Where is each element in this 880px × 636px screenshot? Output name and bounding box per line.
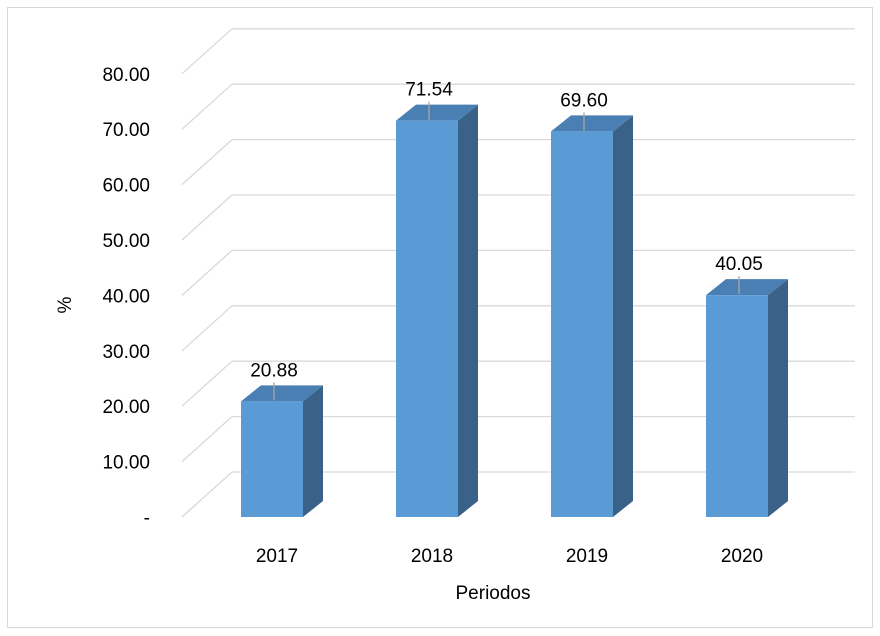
x-tick-label: 2019 — [566, 546, 608, 567]
bar-side — [458, 104, 478, 518]
data-labels: 20.88 71.54 69.60 40.05 — [250, 80, 763, 401]
bar-2017 — [241, 385, 323, 517]
gridline-diagonal — [181, 416, 233, 463]
gridline-diagonal — [181, 360, 233, 407]
y-tick-label: 70.00 — [102, 120, 150, 141]
gridline-diagonal — [181, 471, 233, 518]
bar-side — [613, 115, 633, 517]
y-axis-title: % — [55, 296, 76, 313]
data-label: 71.54 — [405, 80, 453, 101]
y-tick-label: 50.00 — [102, 231, 150, 252]
bar-top — [241, 385, 323, 402]
y-tick-label: 10.00 — [102, 453, 150, 474]
x-axis-ticks: 2017 2018 2019 2020 — [256, 546, 763, 567]
y-tick-label: 30.00 — [102, 342, 150, 363]
gridline-diagonal — [181, 249, 233, 296]
x-axis-title: Periodos — [456, 583, 531, 604]
bar-top — [551, 115, 633, 132]
y-tick-label: - — [144, 508, 150, 529]
bars — [241, 104, 788, 518]
bar-2020 — [706, 279, 788, 517]
data-label: 40.05 — [715, 254, 763, 275]
y-tick-label: 60.00 — [102, 176, 150, 197]
bar-front — [706, 295, 768, 517]
gridline-diagonal — [181, 139, 233, 186]
x-tick-label: 2017 — [256, 546, 298, 567]
y-axis-ticks: - 10.00 20.00 30.00 40.00 50.00 60.00 70.00 80.0… — [102, 65, 150, 529]
y-tick-label: 20.00 — [102, 397, 150, 418]
y-tick-label: 80.00 — [102, 65, 150, 86]
bar-2019 — [551, 115, 633, 517]
bar-2018 — [396, 104, 478, 518]
bar-top — [396, 104, 478, 121]
x-tick-label: 2020 — [721, 546, 763, 567]
bar-side — [768, 279, 788, 517]
gridline-diagonal — [181, 83, 233, 130]
data-label: 69.60 — [560, 90, 608, 111]
bar-front — [241, 401, 303, 517]
bar-side — [303, 385, 323, 517]
gridline-diagonal — [181, 28, 233, 75]
bar-front — [551, 131, 613, 517]
bar-front — [396, 120, 458, 518]
gridline-diagonal — [181, 305, 233, 352]
y-tick-label: 40.00 — [102, 286, 150, 307]
gridline-diagonal — [181, 194, 233, 241]
data-label: 20.88 — [250, 360, 298, 381]
bar-top — [706, 279, 788, 296]
x-tick-label: 2018 — [411, 546, 453, 567]
